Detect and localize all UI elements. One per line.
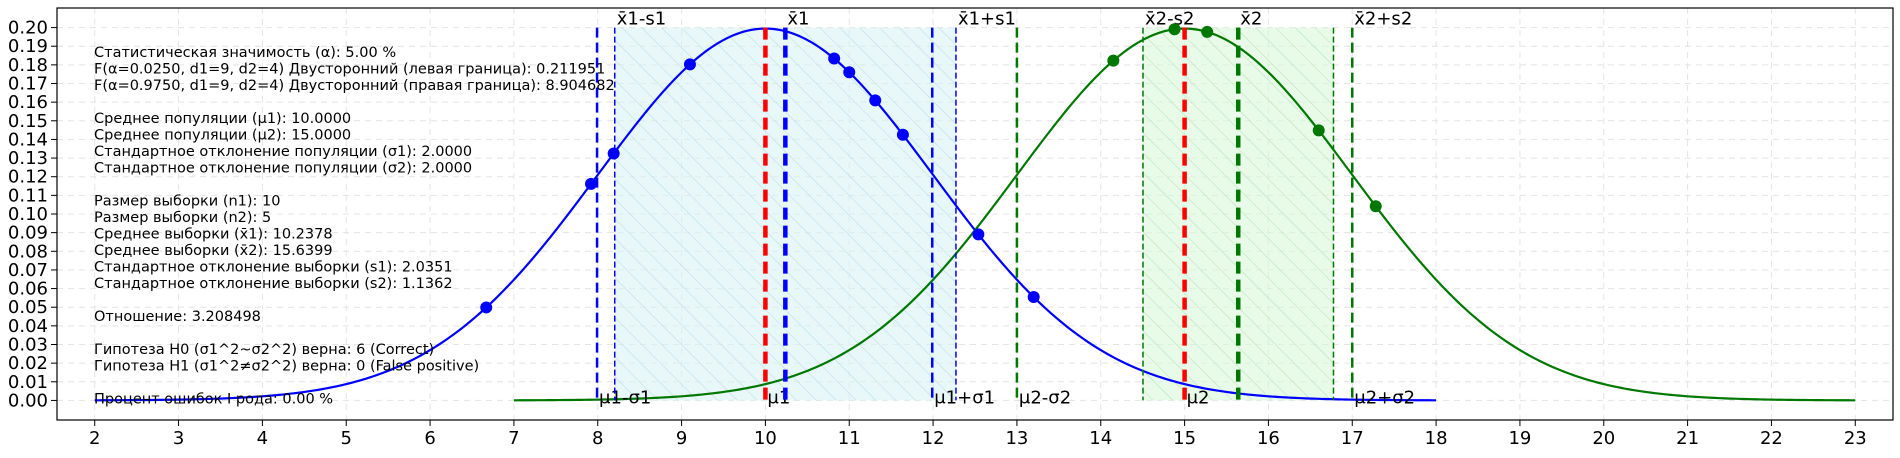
annotation-line: Гипотеза H0 (σ1^2~σ2^2) верна: 6 (Correc… <box>94 342 434 358</box>
annotation-line: Стандартное отклонение выборки (s2): 1.1… <box>94 276 453 292</box>
y-tick-label: 0.10 <box>8 204 48 225</box>
sample-points <box>480 23 1382 314</box>
annotation-line: Размер выборки (n2): 5 <box>94 210 271 226</box>
x-tick-label: 23 <box>1844 428 1867 449</box>
y-tick-label: 0.18 <box>8 55 48 76</box>
vertical-line-label: x̄2+s2 <box>1354 9 1412 30</box>
annotation-text: Статистическая значимость (α): 5.00 %F(α… <box>94 45 615 408</box>
vertical-lines: μ1-σ1x̄1-s1μ1x̄1μ1+σ1x̄1+s1μ2-σ2x̄2-s2μ2… <box>595 9 1415 408</box>
y-tick-label: 0.04 <box>8 316 48 337</box>
y-tick-label: 0.17 <box>8 74 48 95</box>
annotation-line: Процент ошибок I рода: 0.00 % <box>94 392 333 408</box>
sample-point <box>896 128 909 141</box>
vertical-line-label: μ1-σ1 <box>599 387 651 408</box>
vertical-line-label: μ1+σ1 <box>934 387 995 408</box>
axes: 2 3 4 5 6 7 8 9 10 11 12 13 14 15 16 17 18 19 20 21 22 230.00… <box>8 7 1894 449</box>
annotation-line: Среднее выборки (x̄2): 15.6399 <box>94 243 333 259</box>
annotation-line: F(α=0.0250, d1=9, d2=4) Двусторонний (ле… <box>94 62 605 78</box>
sample-point <box>869 94 882 107</box>
vertical-line-label: x̄1-s1 <box>617 9 666 30</box>
y-tick-label: 0.00 <box>8 390 48 411</box>
x-tick-label: 9 <box>676 428 687 449</box>
sample-point <box>1027 291 1040 304</box>
vertical-line-label: μ2+σ2 <box>1354 387 1415 408</box>
vertical-line-label: x̄2-s2 <box>1145 9 1194 30</box>
y-tick-label: 0.20 <box>8 18 48 39</box>
annotation-line: Среднее популяции (μ1): 10.0000 <box>94 111 351 127</box>
sample-point <box>1369 200 1382 213</box>
sample-point <box>1107 54 1120 67</box>
annotation-line: F(α=0.9750, d1=9, d2=4) Двусторонний (пр… <box>94 78 615 94</box>
vertical-line-label: x̄2 <box>1240 9 1262 30</box>
annotation-line: Среднее выборки (x̄1): 10.2378 <box>94 227 333 243</box>
x-tick-label: 15 <box>1173 428 1196 449</box>
annotation-line: Стандартное отклонение популяции (σ2): 2… <box>94 161 472 177</box>
x-tick-label: 10 <box>754 428 777 449</box>
y-tick-label: 0.03 <box>8 334 48 355</box>
x-tick-label: 6 <box>424 428 435 449</box>
y-tick-label: 0.16 <box>8 92 48 113</box>
x-tick-label: 2 <box>89 428 100 449</box>
annotation-line: Размер выборки (n1): 10 <box>94 194 281 210</box>
y-tick-label: 0.07 <box>8 260 48 281</box>
annotation-line: Статистическая значимость (α): 5.00 % <box>94 45 396 61</box>
y-tick-label: 0.05 <box>8 297 48 318</box>
y-tick-label: 0.19 <box>8 36 48 57</box>
x-tick-label: 13 <box>1005 428 1028 449</box>
y-tick-label: 0.14 <box>8 129 48 150</box>
x-tick-label: 4 <box>257 428 268 449</box>
x-tick-label: 21 <box>1676 428 1699 449</box>
x-tick-label: 7 <box>508 428 519 449</box>
sample-point <box>480 301 493 314</box>
vertical-line-label: μ2-σ2 <box>1019 387 1071 408</box>
annotation-line: Стандартное отклонение популяции (σ1): 2… <box>94 144 472 160</box>
y-tick-label: 0.15 <box>8 111 48 132</box>
y-tick-label: 0.06 <box>8 279 48 300</box>
sample-point <box>828 52 841 65</box>
x-tick-label: 14 <box>1089 428 1112 449</box>
annotation-line: Отношение: 3.208498 <box>94 309 261 325</box>
annotation-line: Среднее популяции (μ2): 15.0000 <box>94 128 351 144</box>
sample-point <box>1168 23 1181 36</box>
annotation-line: Гипотеза H1 (σ1^2≠σ2^2) верна: 0 (False … <box>94 359 479 375</box>
vertical-line-label: μ2 <box>1187 387 1210 408</box>
x-tick-label: 20 <box>1592 428 1615 449</box>
x-tick-label: 18 <box>1425 428 1448 449</box>
annotation-line: Стандартное отклонение выборки (s1): 2.0… <box>94 260 453 276</box>
y-tick-label: 0.12 <box>8 167 48 188</box>
x-tick-label: 22 <box>1760 428 1783 449</box>
sample-point <box>585 177 598 190</box>
y-tick-label: 0.02 <box>8 353 48 374</box>
y-tick-label: 0.08 <box>8 241 48 262</box>
x-tick-label: 3 <box>173 428 184 449</box>
x-tick-label: 8 <box>592 428 603 449</box>
sample-point <box>1312 124 1325 137</box>
x-tick-label: 16 <box>1257 428 1280 449</box>
y-tick-label: 0.01 <box>8 372 48 393</box>
y-tick-label: 0.11 <box>8 185 48 206</box>
x-tick-label: 19 <box>1508 428 1531 449</box>
x-tick-label: 11 <box>838 428 861 449</box>
vertical-line-label: x̄1+s1 <box>958 9 1016 30</box>
x-tick-label: 12 <box>922 428 945 449</box>
x-tick-label: 17 <box>1341 428 1364 449</box>
y-tick-label: 0.09 <box>8 223 48 244</box>
sample-point <box>972 228 985 241</box>
sample-point <box>843 66 856 79</box>
y-tick-label: 0.13 <box>8 148 48 169</box>
sample-point <box>607 147 620 160</box>
sample-point <box>1201 25 1214 38</box>
x-tick-label: 5 <box>341 428 352 449</box>
sample-point <box>683 58 696 71</box>
vertical-line-label: x̄1 <box>787 9 809 30</box>
